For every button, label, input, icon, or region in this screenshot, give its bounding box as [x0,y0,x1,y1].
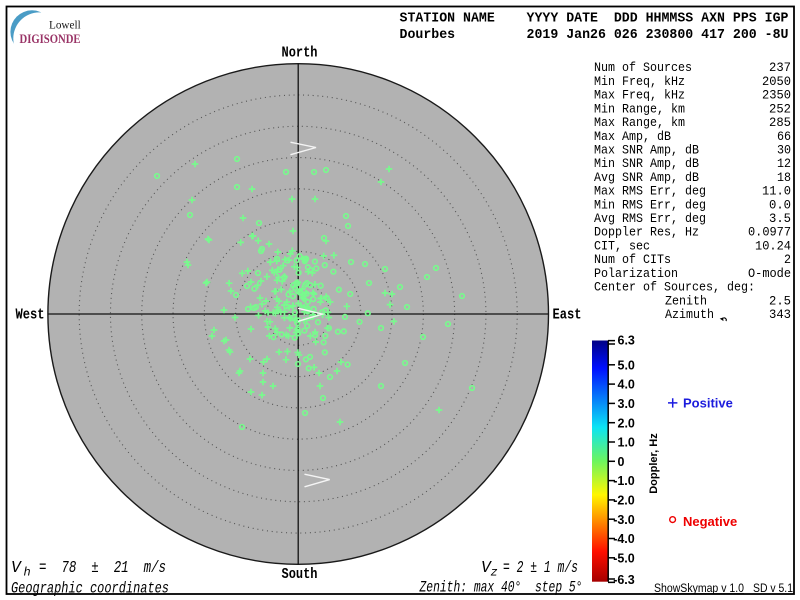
svg-text:2.0: 2.0 [618,416,635,430]
svg-text:252: 252 [769,101,791,116]
svg-text:30: 30 [777,143,791,158]
svg-text:Polarization: Polarization [594,266,678,281]
svg-text:Max Freq, kHz: Max Freq, kHz [594,88,685,103]
svg-text:z: z [491,566,498,580]
svg-text:4.0: 4.0 [618,378,635,392]
svg-text:ShowSkymap v 1.0: ShowSkymap v 1.0 [654,581,744,595]
svg-text:Doppler, Hz: Doppler, Hz [648,433,660,494]
svg-text:-5.0: -5.0 [613,551,635,565]
svg-text:343: 343 [769,307,791,322]
svg-text:= 78 ± 21 m/s: = 78 ± 21 m/s [39,559,166,577]
svg-text:-6.3: -6.3 [613,573,635,587]
svg-text:West: West [16,307,45,323]
svg-text:CIT, sec: CIT, sec [594,238,650,253]
svg-text:0.0: 0.0 [769,197,791,212]
svg-text:Center of Sources, deg:: Center of Sources, deg: [594,280,755,295]
svg-text:-3.0: -3.0 [613,513,635,527]
svg-text:Min Freq, kHz: Min Freq, kHz [594,74,685,89]
svg-text:3.5: 3.5 [769,211,791,226]
svg-text:285: 285 [769,115,791,130]
svg-text:2350: 2350 [762,88,791,103]
svg-text:2050: 2050 [762,74,791,89]
svg-text:East: East [553,307,582,323]
svg-text:6.3: 6.3 [618,334,635,348]
svg-text:Dourbes 2019 Jan26 026: Dourbes 2019 Jan26 026 230800 417 200 -8… [400,27,789,43]
svg-text:10.24: 10.24 [755,238,791,253]
svg-text:Zenith: Zenith [665,293,707,308]
svg-text:Zenith: max 40° step 5°: Zenith: max 40° step 5° [419,579,583,597]
svg-text:11.0: 11.0 [762,184,791,199]
svg-text:V: V [481,559,492,577]
svg-text:North: North [282,46,318,62]
svg-text:SD v 5.1: SD v 5.1 [753,581,793,595]
svg-text:Avg RMS Err, deg: Avg RMS Err, deg [594,211,706,226]
svg-text:66: 66 [777,129,791,144]
svg-text:Doppler Res, Hz: Doppler Res, Hz [594,225,699,240]
svg-text:Max SNR Amp, dB: Max SNR Amp, dB [594,143,699,158]
svg-text:Max RMS Err, deg: Max RMS Err, deg [594,184,706,199]
svg-text:2.5: 2.5 [769,293,791,308]
svg-text:Geographic coordinates: Geographic coordinates [11,579,169,597]
svg-text:Positive: Positive [683,396,733,411]
svg-text:STATION NAME YYYY DATE DDD: STATION NAME YYYY DATE DDD HHMMSS AXN PP… [400,10,789,26]
svg-text:-2.0: -2.0 [613,494,635,508]
svg-text:Max Amp, dB: Max Amp, dB [594,129,671,144]
svg-text:0.0977: 0.0977 [748,225,791,240]
svg-text:Min RMS Err, deg: Min RMS Err, deg [594,197,706,212]
svg-text:Avg SNR Amp, dB: Avg SNR Amp, dB [594,170,699,185]
svg-text:5.0: 5.0 [618,358,635,372]
svg-text:Negative: Negative [683,514,737,529]
svg-text:3.0: 3.0 [618,397,635,411]
svg-text:1.0: 1.0 [618,436,635,450]
svg-text:= 2 ± 1 m/s: = 2 ± 1 m/s [503,559,578,577]
svg-text:-1.0: -1.0 [613,474,635,488]
svg-text:V: V [11,559,22,577]
svg-text:O-mode: O-mode [748,266,791,281]
svg-text:237: 237 [769,60,791,75]
svg-text:DIGISONDE: DIGISONDE [20,32,81,46]
svg-text:South: South [282,567,318,583]
svg-text:0: 0 [618,455,625,469]
svg-text:Num of Sources: Num of Sources [594,60,692,75]
svg-text:Num of CITs: Num of CITs [594,252,671,267]
svg-text:h: h [24,566,31,580]
svg-text:12: 12 [777,156,791,171]
svg-text:2: 2 [784,252,791,267]
svg-text:Max Range, km: Max Range, km [594,115,685,130]
svg-text:-4.0: -4.0 [613,532,635,546]
svg-text:18: 18 [777,170,791,185]
svg-text:Min SNR Amp, dB: Min SNR Amp, dB [594,156,699,171]
svg-text:Azimuth: Azimuth [665,307,714,322]
svg-text:Lowell: Lowell [49,20,81,32]
svg-text:Min Range, km: Min Range, km [594,101,685,116]
